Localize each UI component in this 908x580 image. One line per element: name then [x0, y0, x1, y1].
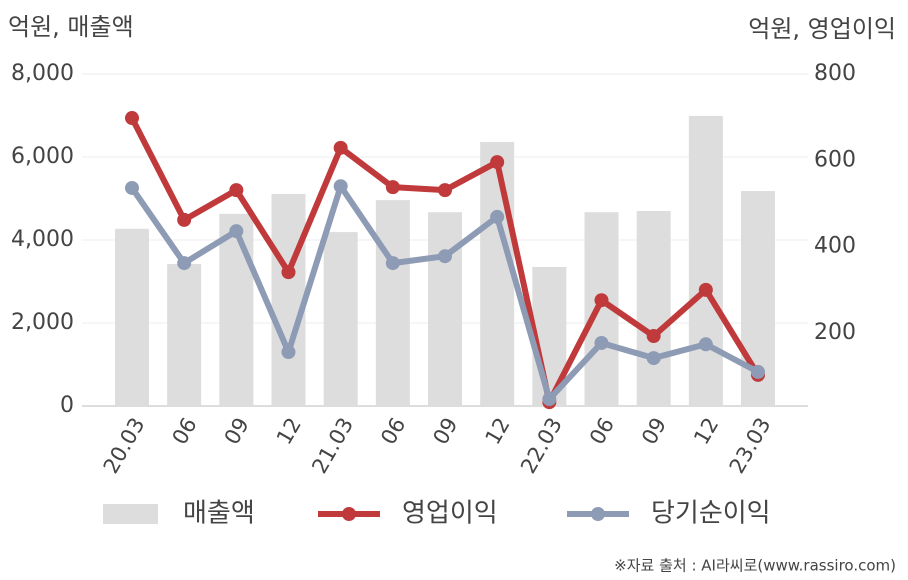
y2-axis-label: 억원, 영업이익 — [748, 15, 896, 43]
y-tick-label: 8,000 — [11, 61, 74, 86]
legend-marker — [591, 507, 605, 521]
bar — [428, 212, 462, 406]
y-axis-label: 억원, 매출액 — [8, 13, 134, 41]
point — [646, 351, 661, 366]
x-tick-label: 12 — [689, 414, 723, 449]
y2-tick-label: 800 — [814, 61, 856, 86]
point — [385, 180, 400, 195]
point — [542, 392, 557, 407]
point — [229, 183, 244, 198]
point — [751, 364, 765, 379]
point — [281, 345, 296, 360]
bar — [688, 115, 723, 406]
point — [385, 256, 400, 271]
x-tick-label: 09 — [220, 414, 254, 449]
y-tick-label: 0 — [60, 393, 74, 418]
point — [229, 224, 244, 239]
bar — [375, 200, 410, 406]
bar — [480, 142, 515, 406]
legend-swatch — [103, 504, 158, 524]
point — [438, 183, 452, 198]
y2-tick-label: 400 — [814, 234, 856, 259]
legend-label: 영업이익 — [402, 499, 498, 529]
bar — [271, 193, 306, 406]
bar — [115, 228, 149, 406]
source: ※자료 출처 : AI라씨로(www.rassiro.com) — [614, 557, 896, 575]
y2-tick-label: 200 — [814, 320, 856, 345]
bar — [636, 210, 671, 406]
point — [333, 179, 348, 194]
point — [698, 337, 713, 352]
point — [490, 155, 505, 170]
y2-tick-label: 600 — [814, 147, 856, 172]
point — [438, 249, 452, 264]
x-tick-label: 22.03 — [516, 414, 567, 478]
x-tick-label: 12 — [272, 414, 306, 449]
x-tick-label: 06 — [376, 414, 410, 449]
legend-label: 당기순이익 — [651, 499, 771, 529]
x-tick-label: 23.03 — [725, 414, 776, 478]
point — [490, 209, 505, 224]
point — [177, 256, 192, 271]
y-tick-label: 4,000 — [11, 227, 74, 252]
x-tick-label: 06 — [585, 414, 619, 449]
legend-label: 매출액 — [183, 499, 255, 529]
point — [125, 180, 139, 195]
x-tick-label: 12 — [481, 413, 515, 448]
bar — [219, 213, 254, 406]
x-tick-label: 09 — [637, 414, 671, 449]
point — [698, 282, 713, 297]
point — [594, 335, 609, 350]
bar — [167, 264, 202, 406]
x-tick-label: 20.03 — [99, 414, 150, 478]
y-tick-label: 2,000 — [11, 310, 74, 335]
point — [177, 212, 192, 227]
bar — [323, 232, 358, 406]
legend-marker — [342, 507, 356, 521]
y-tick-label: 6,000 — [11, 144, 74, 169]
point — [594, 293, 609, 308]
point — [125, 111, 139, 126]
point — [646, 329, 661, 344]
point — [281, 265, 296, 280]
x-tick-label: 09 — [428, 414, 462, 449]
point — [333, 140, 348, 155]
x-tick-label: 06 — [168, 414, 202, 449]
x-tick-label: 21.03 — [307, 414, 358, 478]
